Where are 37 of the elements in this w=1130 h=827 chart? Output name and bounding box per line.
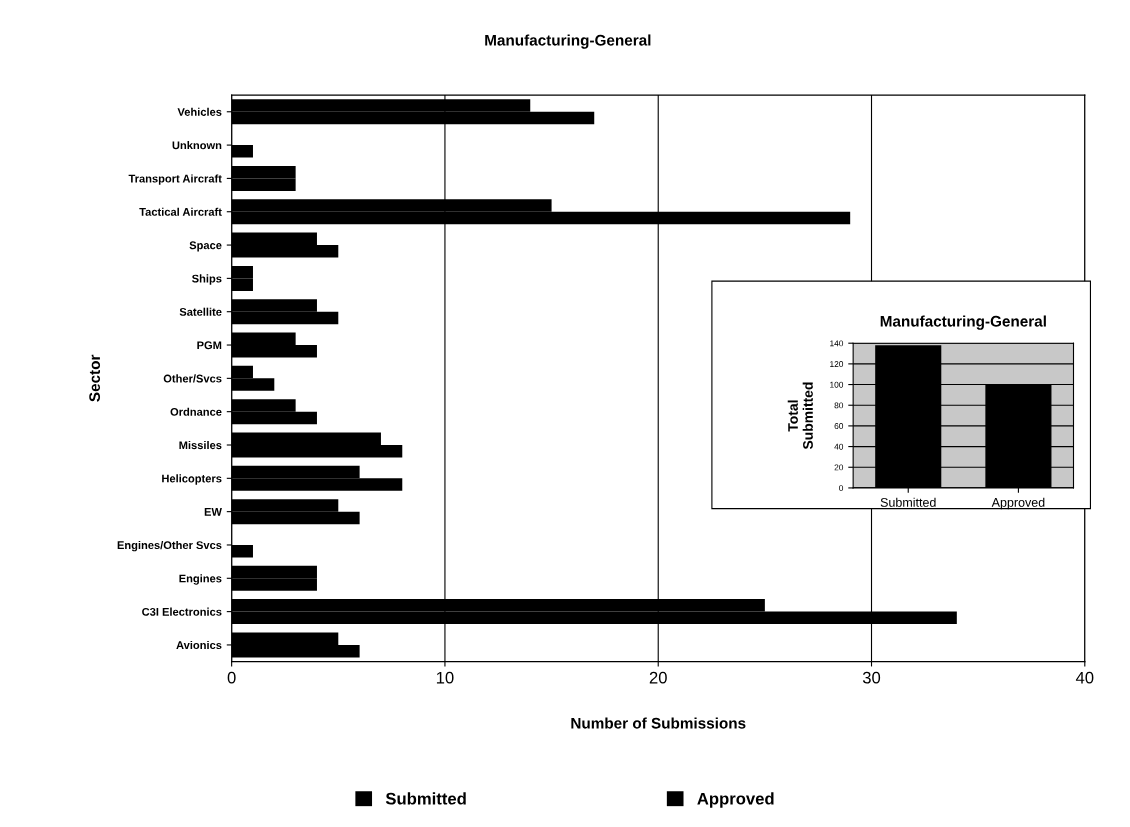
- y-tick-label: 40: [834, 443, 844, 450]
- y-tick-label: Helicopters: [162, 474, 222, 485]
- y-tick-label: Unknown: [172, 141, 222, 150]
- x-axis-title: Number of Submissions: [571, 717, 746, 729]
- legend-label: Submitted: [385, 792, 466, 805]
- y-axis-title: Total Submitted: [787, 382, 813, 450]
- y-tick-label: Space: [189, 241, 222, 252]
- y-tick-label: Engines: [179, 574, 222, 585]
- y-tick-label: EW: [204, 508, 222, 516]
- y-tick-label: 20: [834, 464, 844, 471]
- y-tick-label: Vehicles: [177, 107, 222, 116]
- chart-title: Manufacturing-General: [485, 34, 651, 49]
- x-tick-label: 40: [1075, 671, 1094, 684]
- y-tick-label: Ships: [192, 274, 222, 285]
- y-tick-label: 0: [839, 485, 844, 492]
- y-tick-label: Transport Aircraft: [128, 174, 222, 185]
- y-tick-label: PGM: [197, 341, 222, 350]
- y-axis-title: Sector: [89, 354, 101, 402]
- x-tick-label: 0: [227, 671, 236, 684]
- y-tick-label: Satellite: [179, 307, 222, 316]
- y-tick-label: Ordnance: [170, 407, 222, 416]
- y-tick-label: 80: [834, 402, 844, 409]
- y-tick-label: 140: [830, 340, 844, 347]
- y-tick-label: 100: [830, 381, 844, 388]
- x-tick-label: 10: [436, 671, 454, 684]
- x-tick-label: 30: [862, 671, 881, 684]
- y-tick-label: C3I Electronics: [142, 607, 222, 616]
- y-tick-label: Tactical Aircraft: [139, 207, 222, 216]
- y-tick-label: Engines/Other Svcs: [117, 540, 222, 552]
- legend-label: Approved: [697, 792, 774, 808]
- y-tick-label: 120: [830, 361, 844, 367]
- chart-title: Manufacturing-General: [880, 315, 1046, 330]
- y-tick-label: Avionics: [176, 640, 222, 650]
- y-tick-label: 60: [834, 423, 844, 430]
- y-tick-label: Other/Svcs: [163, 374, 222, 383]
- x-tick-label: 20: [649, 671, 667, 684]
- y-tick-label: Missiles: [179, 440, 222, 450]
